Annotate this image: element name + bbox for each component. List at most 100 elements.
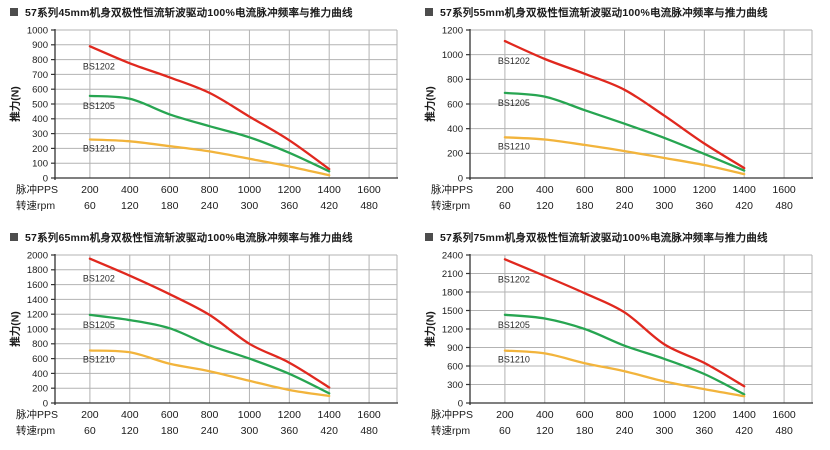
x-tick-rpm: 480 — [775, 200, 793, 212]
series-label-bs1210: BS1210 — [498, 141, 530, 151]
x-axis-pulse-row: 脉冲PPS 200 400 600 800 1000 1200 1400 1600 — [415, 184, 830, 197]
x-tick-pps: 1200 — [277, 184, 301, 196]
x-tick-pps: 1200 — [692, 184, 716, 196]
series-label-bs1205: BS1205 — [498, 98, 530, 108]
chart-title-row: 57系列55mm机身双极性恒流斩波驱动100%电流脉冲频率与推力曲线 — [425, 5, 768, 19]
x-tick-rpm: 480 — [360, 425, 378, 437]
x-tick-rpm: 480 — [775, 425, 793, 437]
x-tick-pps: 200 — [496, 409, 514, 421]
x-tick-rpm: 120 — [536, 425, 554, 437]
series-label-bs1202: BS1202 — [83, 61, 115, 71]
x-tick-pps: 1600 — [357, 184, 381, 196]
x-tick-pps: 1000 — [237, 409, 262, 421]
y-tick-label: 1600 — [27, 280, 48, 291]
series-label-bs1202: BS1202 — [498, 56, 530, 66]
series-label-bs1205: BS1205 — [498, 320, 530, 330]
x-tick-rpm: 120 — [121, 200, 139, 212]
x-tick-pps: 600 — [160, 409, 179, 421]
title-bullet-icon — [10, 233, 18, 241]
y-tick-label: 1000 — [27, 25, 48, 36]
x-tick-pps: 1200 — [692, 409, 716, 421]
series-curve-bs1210 — [88, 349, 331, 398]
y-tick-label: 200 — [447, 149, 463, 160]
y-tick-label: 200 — [32, 384, 48, 395]
y-tick-label: 600 — [447, 99, 463, 110]
y-tick-label: 1000 — [442, 50, 463, 61]
x-tick-pps: 800 — [200, 409, 219, 421]
x-axis-speed-header: 转速rpm — [431, 200, 471, 212]
series-label-bs1202: BS1202 — [83, 274, 115, 284]
x-tick-pps: 600 — [575, 409, 594, 421]
chart-plot-area: 0 200 400 600 800 1000 1200 BS1202 BS1205 BS1210 — [442, 25, 813, 184]
x-tick-pps: 1000 — [652, 184, 677, 196]
x-tick-rpm: 240 — [200, 425, 219, 437]
x-tick-rpm: 420 — [320, 200, 338, 212]
series-curve-bs1210 — [503, 349, 746, 398]
x-tick-rpm: 300 — [655, 200, 674, 212]
series-curve-bs1210 — [503, 136, 746, 176]
x-tick-pps: 800 — [615, 409, 634, 421]
y-tick-label: 0 — [43, 173, 48, 184]
x-tick-rpm: 360 — [695, 425, 714, 437]
chart-plot-area: 0 300 600 900 1200 1500 1800 2100 2400 BS1202 BS12… — [442, 250, 813, 409]
x-axis-speed-header: 转速rpm — [16, 200, 56, 212]
y-tick-label: 1200 — [442, 324, 463, 335]
x-tick-rpm: 480 — [360, 200, 378, 212]
x-tick-pps: 1400 — [317, 184, 341, 196]
series-label-bs1205: BS1205 — [83, 320, 115, 330]
y-tick-label: 800 — [32, 339, 48, 350]
x-tick-pps: 200 — [81, 184, 99, 196]
chart-title: 57系列55mm机身双极性恒流斩波驱动100%电流脉冲频率与推力曲线 — [440, 6, 768, 19]
y-tick-label: 600 — [447, 361, 463, 372]
chart-plot-area: 0 100 200 300 400 500 600 700 800 900 1000 BS1202 BS… — [27, 25, 398, 184]
x-tick-pps: 800 — [200, 184, 219, 196]
x-axis-pulse-row: 脉冲PPS 200 400 600 800 1000 1200 1400 1600 — [0, 184, 415, 197]
x-tick-rpm: 120 — [121, 425, 139, 437]
chart-title: 57系列45mm机身双极性恒流斩波驱动100%电流脉冲频率与推力曲线 — [25, 6, 353, 19]
y-tick-label: 1000 — [27, 324, 48, 335]
x-axis-pulse-row: 脉冲PPS 200 400 600 800 1000 1200 1400 1600 — [0, 409, 415, 422]
x-axis-speed-row: 转速rpm 60 120 180 240 300 360 420 480 — [415, 200, 830, 213]
x-axis-speed-header: 转速rpm — [16, 425, 56, 437]
chart-75mm: 57系列75mm机身双极性恒流斩波驱动100%电流脉冲频率与推力曲线 推力(N)… — [415, 225, 830, 450]
x-tick-rpm: 240 — [200, 200, 219, 212]
y-tick-label: 200 — [32, 144, 48, 155]
y-tick-label: 800 — [447, 75, 463, 86]
x-tick-rpm: 180 — [160, 200, 179, 212]
series-curve-bs1205 — [88, 313, 331, 395]
chart-title: 57系列75mm机身双极性恒流斩波驱动100%电流脉冲频率与推力曲线 — [440, 231, 768, 244]
x-tick-rpm: 60 — [84, 425, 96, 437]
x-tick-pps: 200 — [496, 184, 514, 196]
x-tick-rpm: 300 — [655, 425, 674, 437]
y-tick-label: 600 — [32, 85, 48, 96]
chart-55mm: 57系列55mm机身双极性恒流斩波驱动100%电流脉冲频率与推力曲线 推力(N)… — [415, 0, 830, 225]
x-tick-pps: 400 — [121, 184, 139, 196]
x-axis-speed-row: 转速rpm 60 120 180 240 300 360 420 480 — [0, 200, 415, 213]
x-tick-rpm: 360 — [695, 200, 714, 212]
x-tick-pps: 1600 — [357, 409, 381, 421]
x-axis-speed-header: 转速rpm — [431, 425, 471, 437]
x-tick-rpm: 240 — [615, 425, 634, 437]
y-tick-label: 700 — [32, 70, 48, 81]
y-tick-label: 2000 — [27, 250, 48, 261]
x-tick-pps: 1000 — [652, 409, 677, 421]
y-tick-label: 800 — [32, 55, 48, 66]
y-tick-label: 0 — [458, 398, 463, 409]
x-tick-rpm: 180 — [575, 200, 594, 212]
x-tick-pps: 1000 — [237, 184, 262, 196]
y-tick-label: 300 — [32, 129, 48, 140]
x-tick-pps: 400 — [536, 184, 554, 196]
series-label-bs1210: BS1210 — [498, 355, 530, 365]
series-label-bs1210: BS1210 — [83, 354, 115, 364]
series-curve-bs1202 — [88, 257, 331, 389]
chart-45mm: 57系列45mm机身双极性恒流斩波驱动100%电流脉冲频率与推力曲线 推力(N)… — [0, 0, 415, 225]
title-bullet-icon — [10, 8, 18, 16]
y-tick-label: 500 — [32, 99, 48, 110]
x-tick-rpm: 240 — [615, 200, 634, 212]
x-tick-pps: 1600 — [772, 184, 796, 196]
x-axis-pulse-row: 脉冲PPS 200 400 600 800 1000 1200 1400 1600 — [415, 409, 830, 422]
y-tick-label: 0 — [458, 173, 463, 184]
x-axis-pulse-header: 脉冲PPS — [431, 184, 474, 196]
y-tick-label: 1200 — [27, 310, 48, 321]
